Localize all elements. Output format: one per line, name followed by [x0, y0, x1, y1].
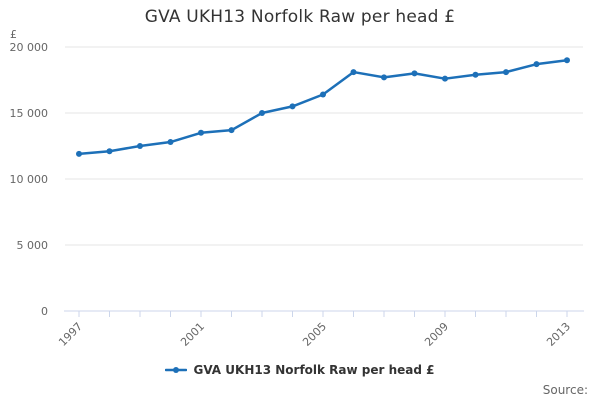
x-axis-tick-label: 2005 [300, 320, 329, 349]
data-point[interactable] [564, 57, 570, 64]
data-point[interactable] [472, 71, 479, 78]
data-point[interactable] [106, 148, 113, 155]
data-point[interactable] [442, 75, 448, 82]
data-point[interactable] [503, 69, 509, 76]
data-point[interactable] [167, 139, 174, 146]
chart-title: GVA UKH13 Norfolk Raw per head £ [144, 7, 456, 27]
legend-line-marker-icon [165, 367, 188, 373]
data-point[interactable] [350, 69, 357, 76]
data-point[interactable] [259, 110, 265, 116]
data-point[interactable] [228, 127, 235, 134]
x-axis-tick-label: 2001 [178, 320, 207, 349]
y-axis-tick-label: 10 000 [10, 173, 49, 186]
data-point[interactable] [289, 103, 296, 110]
legend-item[interactable]: GVA UKH13 Norfolk Raw per head £ [0, 363, 600, 377]
y-axis-unit-label: £ [10, 28, 17, 41]
y-axis-tick-label: 5 000 [17, 239, 49, 252]
y-axis-tick-label: 15 000 [10, 107, 49, 120]
data-point[interactable] [320, 91, 326, 98]
series-line[interactable] [77, 58, 569, 156]
data-point[interactable] [381, 74, 387, 81]
data-point[interactable] [137, 143, 143, 149]
x-axis-tick-label: 2013 [544, 320, 573, 349]
x-axis-tick-label: 1997 [56, 320, 85, 349]
data-point[interactable] [198, 129, 204, 136]
source-label: Source: [542, 383, 588, 397]
x-axis-tick-label: 2009 [422, 320, 451, 349]
data-point[interactable] [533, 61, 540, 68]
y-axis-tick-label: 20 000 [10, 41, 49, 54]
data-point[interactable] [76, 150, 82, 157]
y-axis-tick-label: 0 [41, 305, 48, 318]
data-point[interactable] [411, 70, 418, 77]
legend-label: GVA UKH13 Norfolk Raw per head £ [193, 363, 435, 377]
